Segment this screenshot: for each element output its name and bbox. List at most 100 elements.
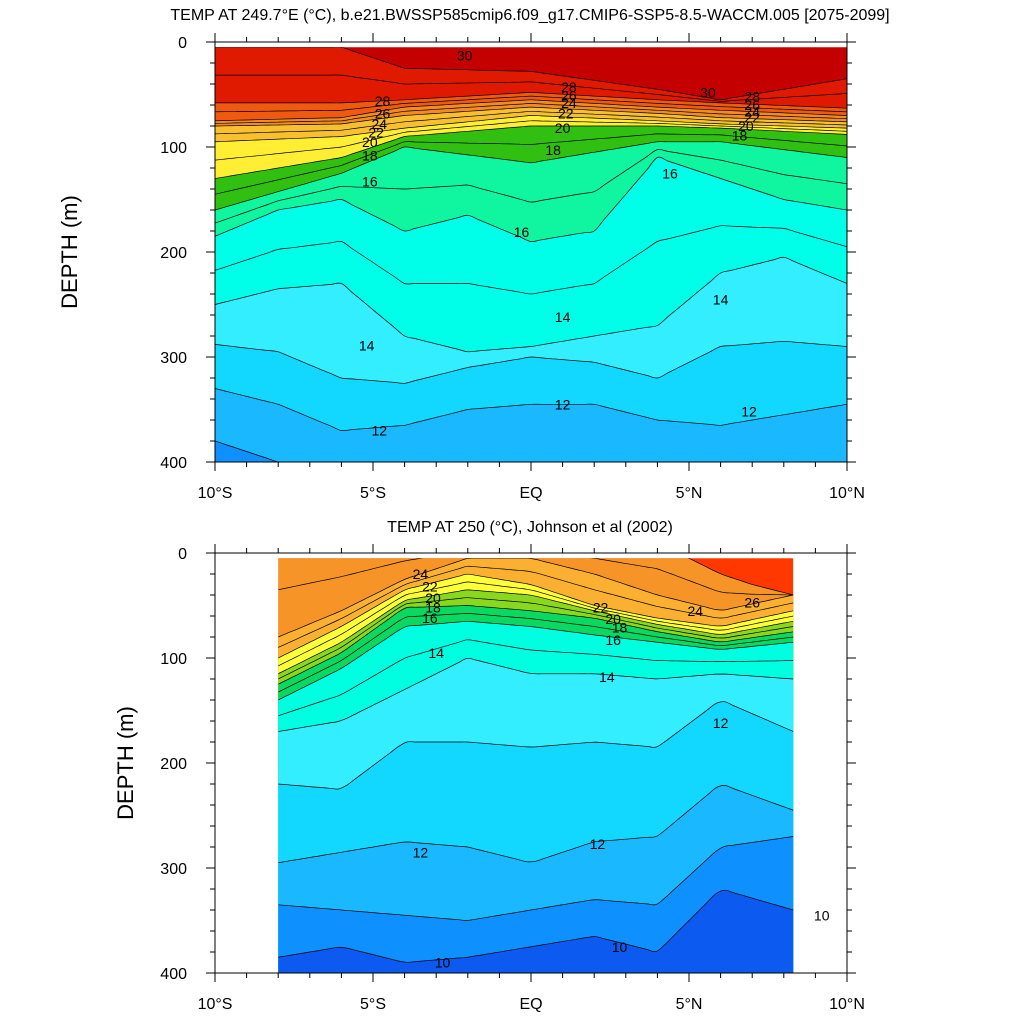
contour-label: 16	[662, 165, 678, 181]
isotherm-line	[215, 340, 847, 384]
isotherm-line	[215, 106, 847, 127]
y-tick-label: 400	[160, 455, 187, 472]
isotherm-line	[215, 141, 847, 211]
isotherm-line	[215, 115, 847, 143]
x-tick-label: 5°S	[360, 996, 386, 1013]
contour-label: 12	[741, 404, 757, 420]
isotherm-line	[278, 558, 794, 596]
contour-label: 16	[605, 632, 621, 648]
contour-label: 20	[605, 611, 621, 627]
isotherm-line	[278, 836, 794, 921]
isotherm-line	[278, 573, 794, 659]
contour-label: 10	[814, 907, 830, 923]
contour-label: 10	[435, 955, 451, 971]
isotherm-line	[215, 95, 847, 113]
isotherm-line	[688, 558, 794, 596]
isotherm-line	[215, 103, 847, 124]
y-tick-label: 200	[160, 245, 187, 262]
contour-label: 24	[413, 566, 429, 582]
isotherm-line	[215, 120, 847, 161]
contour-label: 28	[744, 89, 760, 105]
contour-label: 24	[688, 603, 704, 619]
contour-label: 18	[545, 142, 561, 158]
isotherm-line	[215, 156, 847, 242]
y-axis: 0 100 200 300 400	[160, 35, 856, 472]
contour-label: 26	[561, 88, 577, 104]
y-tick-label: 100	[160, 140, 187, 157]
isotherm-line	[215, 125, 847, 179]
contour-fill-group	[215, 47, 847, 462]
x-tick-label: 10°N	[829, 485, 865, 502]
contour-label: 14	[713, 291, 729, 307]
contour-label: 20	[425, 590, 441, 606]
x-tick-label: 5°N	[676, 996, 703, 1013]
isotherm-line	[215, 47, 847, 101]
contour-label: 22	[744, 110, 760, 126]
y-tick-label: 200	[160, 756, 187, 773]
isotherm-line	[278, 597, 794, 680]
isotherm-line	[215, 92, 847, 109]
contour-label: 22	[558, 105, 574, 121]
contour-fill-band	[215, 388, 847, 462]
isotherm-line	[215, 110, 847, 135]
isotherm-line	[215, 225, 847, 295]
x-tick-label: EQ	[519, 996, 542, 1013]
y-tick-label: 0	[178, 546, 187, 563]
x-axis: 10°S 5°S EQ 5°N 10°N	[198, 33, 865, 502]
x-tick-label: EQ	[519, 485, 542, 502]
contour-label: 12	[713, 715, 729, 731]
contour-label: 12	[372, 423, 388, 439]
isotherm-line	[278, 657, 794, 732]
contour-label: 26	[744, 97, 760, 113]
isotherm-line	[215, 256, 847, 353]
contour-fill-band	[278, 836, 794, 973]
contour-fill-group	[278, 558, 794, 973]
isotherm-line	[215, 388, 847, 432]
contour-label: 22	[593, 600, 609, 616]
contour-label: 14	[599, 669, 615, 685]
contour-label: 18	[612, 620, 628, 636]
contour-label: 20	[738, 118, 754, 134]
contour-label: 22	[422, 579, 438, 595]
contour-label: 26	[375, 105, 391, 121]
contour-label: 18	[362, 147, 378, 163]
contour-label: 30	[700, 84, 716, 100]
contour-label: 24	[561, 95, 577, 111]
contour-label: 28	[375, 93, 391, 109]
contour-label: 14	[428, 645, 444, 661]
contour-label: 12	[590, 836, 606, 852]
contour-label: 26	[744, 594, 760, 610]
contour-label-group: 3030282624222018282624222018282624222018…	[359, 48, 760, 439]
contour-label: 18	[425, 600, 441, 616]
x-tick-label: 10°S	[198, 485, 233, 502]
contour-label: 10	[612, 939, 628, 955]
contour-label: 18	[732, 127, 748, 143]
x-tick-label: 10°N	[829, 996, 865, 1013]
contour-label: 14	[359, 337, 375, 353]
y-tick-label: 100	[160, 651, 187, 668]
contour-label: 12	[413, 844, 429, 860]
isotherm-line	[215, 149, 847, 224]
isotherm-line	[278, 701, 794, 790]
isotherm-line	[278, 589, 794, 675]
x-axis: 10°S 5°S EQ 5°N 10°N	[198, 544, 865, 1013]
contour-label: 16	[362, 174, 378, 190]
isotherm-line	[215, 74, 847, 102]
isotherm-line	[278, 620, 794, 701]
contour-label: 24	[744, 103, 760, 119]
y-axis: 0 100 200 300 400	[160, 546, 856, 983]
model-panel-title: TEMP AT 249.7°E (°C), b.e21.BWSSP585cmip…	[170, 7, 889, 24]
contour-label: 16	[514, 224, 530, 240]
isotherm-line	[278, 889, 794, 963]
isotherm-line	[215, 133, 847, 195]
contour-label: 30	[457, 48, 473, 64]
y-tick-label: 400	[160, 966, 187, 983]
isotherm-line	[278, 613, 794, 693]
observation-panel-ylabel: DEPTH (m)	[113, 706, 138, 820]
isotherm-line	[278, 581, 794, 667]
isotherm-line	[278, 558, 794, 638]
isotherm-line	[215, 99, 847, 122]
contour-label: 20	[362, 134, 378, 150]
